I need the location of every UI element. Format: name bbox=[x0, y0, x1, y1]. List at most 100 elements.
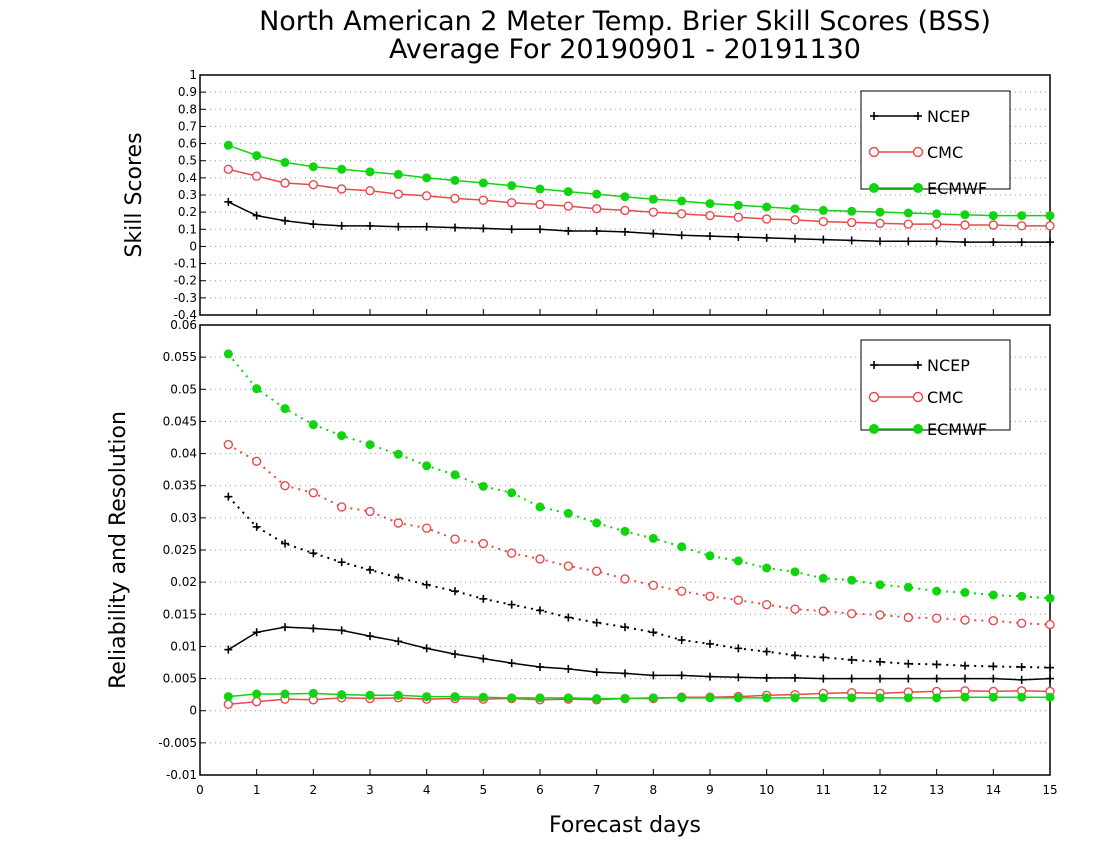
data-point bbox=[535, 184, 545, 194]
data-point bbox=[478, 538, 489, 549]
legend-item-ncep: NCEP bbox=[870, 356, 970, 375]
data-point bbox=[960, 615, 970, 625]
legend-marker bbox=[912, 391, 924, 403]
data-point bbox=[876, 674, 884, 683]
data-point bbox=[988, 220, 999, 230]
data-point bbox=[847, 674, 856, 683]
x-tick-label: 2 bbox=[310, 783, 318, 797]
legend-marker bbox=[868, 391, 880, 403]
data-point bbox=[564, 227, 573, 235]
data-point bbox=[592, 618, 601, 627]
y-tick-label: 0.9 bbox=[178, 85, 197, 99]
series-cmc-solid bbox=[223, 164, 1055, 231]
y-tick-label: 0.8 bbox=[178, 102, 197, 116]
data-point bbox=[649, 671, 658, 680]
data-point bbox=[563, 508, 573, 518]
data-point bbox=[280, 689, 290, 699]
data-point bbox=[536, 225, 544, 234]
legend: NCEP CMC ECMWF bbox=[860, 90, 1011, 198]
data-point bbox=[988, 616, 999, 626]
x-tick-label: 4 bbox=[423, 783, 431, 797]
legend-label: CMC bbox=[927, 143, 963, 162]
legend-marker bbox=[869, 183, 879, 193]
y-tick-label: -0.01 bbox=[166, 768, 197, 782]
data-point bbox=[535, 554, 545, 564]
data-point bbox=[281, 539, 289, 548]
data-point bbox=[903, 219, 914, 229]
data-point bbox=[450, 692, 460, 702]
data-point bbox=[506, 198, 517, 208]
data-point bbox=[366, 565, 374, 574]
data-point bbox=[733, 200, 743, 210]
data-point bbox=[875, 207, 885, 217]
data-point bbox=[733, 556, 743, 566]
data-point bbox=[393, 189, 404, 199]
data-point bbox=[705, 199, 715, 209]
data-point bbox=[563, 693, 573, 703]
y-tick-label: -0.2 bbox=[174, 274, 197, 288]
data-point bbox=[224, 492, 233, 501]
data-point bbox=[337, 164, 347, 174]
x-tick-label: 8 bbox=[650, 783, 658, 797]
data-point bbox=[903, 582, 913, 592]
data-point bbox=[621, 669, 629, 678]
data-point bbox=[366, 632, 374, 641]
data-point bbox=[591, 204, 602, 214]
data-point bbox=[677, 542, 687, 552]
data-point bbox=[592, 189, 602, 199]
data-point bbox=[252, 384, 262, 394]
data-point bbox=[591, 566, 602, 576]
data-point bbox=[422, 692, 432, 702]
legend: NCEP CMC ECMWF bbox=[860, 339, 1011, 439]
x-tick-label: 0 bbox=[196, 783, 204, 797]
data-point bbox=[932, 237, 941, 246]
y-tick-label: -0.4 bbox=[174, 308, 197, 322]
data-point bbox=[620, 526, 630, 536]
x-tick-label: 12 bbox=[872, 783, 887, 797]
data-point bbox=[535, 199, 545, 210]
y-tick-label: 0.7 bbox=[178, 119, 197, 133]
series-line bbox=[228, 144, 1050, 217]
data-point bbox=[394, 222, 403, 231]
y-tick-label: 0.005 bbox=[163, 672, 197, 686]
reliability-resolution-panel: -0.01 -0.005 0 0.005 0.01 0.015 0.02 0.025 0.03 0… bbox=[158, 318, 1057, 797]
data-point bbox=[847, 236, 856, 245]
data-point bbox=[336, 502, 347, 512]
data-point bbox=[450, 470, 460, 480]
data-point bbox=[224, 645, 233, 654]
legend-label: NCEP bbox=[927, 356, 970, 375]
data-point bbox=[309, 220, 318, 229]
data-point bbox=[536, 663, 544, 671]
data-point bbox=[649, 229, 658, 238]
x-tick-label: 3 bbox=[366, 783, 374, 797]
data-point bbox=[1045, 221, 1055, 231]
data-point bbox=[677, 196, 687, 206]
data-point bbox=[394, 637, 403, 646]
data-point bbox=[280, 404, 290, 414]
y-tick-label: 0.6 bbox=[178, 137, 197, 151]
legend-label: NCEP bbox=[927, 107, 970, 126]
data-point bbox=[960, 210, 970, 220]
data-point bbox=[989, 662, 998, 671]
data-point bbox=[421, 523, 432, 533]
data-point bbox=[251, 697, 262, 707]
y-tick-label: -0.3 bbox=[174, 291, 197, 305]
y-tick-label: 0 bbox=[189, 239, 197, 253]
series-line bbox=[228, 692, 1050, 700]
data-point bbox=[791, 651, 799, 660]
data-point bbox=[790, 567, 800, 577]
data-point bbox=[1017, 663, 1026, 671]
data-point bbox=[960, 587, 970, 597]
data-point bbox=[563, 187, 573, 197]
data-point bbox=[819, 235, 828, 244]
series-line bbox=[227, 353, 1051, 600]
data-point bbox=[507, 693, 517, 703]
data-point bbox=[875, 693, 885, 703]
y-tick-label: 0.06 bbox=[170, 318, 197, 332]
data-point bbox=[677, 231, 686, 240]
x-tick-label: 11 bbox=[816, 783, 831, 797]
legend-label: ECMWF bbox=[927, 179, 987, 198]
y-tick-label: 0.3 bbox=[178, 188, 197, 202]
data-point bbox=[903, 693, 913, 703]
